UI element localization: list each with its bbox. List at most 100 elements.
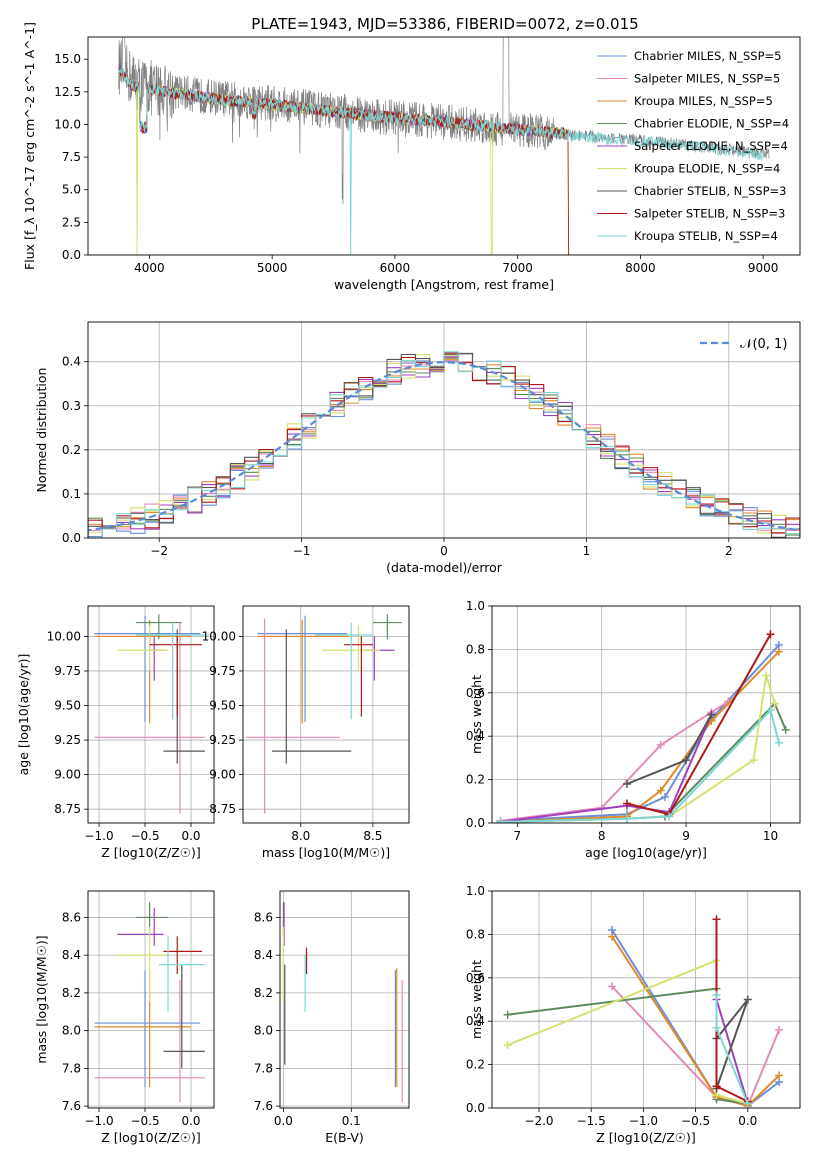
x-tick-label: 8.5 (363, 829, 382, 843)
x-tick-label: 7000 (502, 261, 533, 275)
mass-weight-line-kroupa-elodie (507, 958, 749, 1105)
x-tick-label: 5000 (257, 261, 288, 275)
x-axis-label: wavelength [Angstrom, rest frame] (334, 277, 554, 292)
mass-weight-marker-salpeter-stelib (623, 799, 632, 808)
mass-weight-marker-salpeter-stelib (766, 630, 775, 639)
y-tick-label: 0.3 (62, 399, 81, 413)
y-tick-label: 0.0 (466, 816, 485, 830)
mass-weight-vs-age-panel: 7 8 9 10 0.0 0.2 0.4 0.6 0.8 1.0 age [log10(age/yr… (466, 599, 801, 860)
legend-label-salpeter-stelib: Salpeter STELIB, N_SSP=3 (634, 207, 785, 221)
x-tick-label: 2 (725, 544, 733, 558)
y-tick-label: 0.4 (62, 355, 81, 369)
y-axis-label: mass weight (469, 960, 484, 1039)
mass-weight-marker-kroupa-elodie (762, 671, 771, 680)
y-tick-label: 0.8 (466, 927, 485, 941)
y-tick-label: 9.00 (54, 768, 81, 782)
x-tick-label: −1.0 (84, 829, 113, 843)
mass-weight-marker-chabrier-stelib (743, 995, 752, 1004)
y-tick-label: 8.4 (254, 948, 273, 962)
x-tick-label: −1.0 (629, 1114, 658, 1128)
plot-area (88, 322, 800, 538)
y-axis-label: Flux [f_λ 10^-17 erg cm^-2 s^-1 A^-1] (22, 22, 37, 270)
y-tick-label: 8.6 (254, 910, 273, 924)
plot-area (118, 37, 770, 255)
x-tick-label: −1 (293, 544, 311, 558)
x-axis-label: (data-model)/error (386, 560, 503, 575)
x-tick-label: 6000 (380, 261, 411, 275)
y-tick-label: 7.5 (62, 150, 81, 164)
model-spectrum-kroupa-stelib (118, 68, 764, 255)
y-tick-label: 8.75 (54, 802, 81, 816)
residual-histogram-panel: −2 −1 0 1 2 0.0 0.1 0.2 0.3 0.4 (data-model)/error… (34, 321, 801, 575)
legend-label-gaussian: 𝒩(0, 1) (740, 337, 787, 352)
y-tick-label: 2.5 (62, 215, 81, 229)
x-tick-label: 9 (682, 829, 690, 843)
y-tick-label: 0.6 (466, 686, 485, 700)
y-tick-label: 8.2 (62, 986, 81, 1000)
axes-frame (279, 890, 410, 1109)
mass-weight-marker-chabrier-stelib (707, 710, 716, 719)
mass-weight-line-chabrier-stelib (626, 714, 713, 785)
x-tick-label: −0.5 (681, 1114, 710, 1128)
x-axis-label: E(B-V) (325, 1130, 364, 1145)
y-tick-label: 9.00 (209, 768, 236, 782)
y-tick-label: 8.6 (62, 910, 81, 924)
y-tick-label: 10.00 (202, 629, 236, 643)
mass-weight-marker-salpeter-miles (608, 982, 617, 991)
y-tick-label: 9.25 (54, 733, 81, 747)
y-tick-label: 5.0 (62, 183, 81, 197)
age-vs-mass-panel: 8.0 8.5 8.75 9.00 9.25 9.50 9.75 10.00 mass [log… (202, 605, 410, 860)
x-tick-label: 8000 (625, 261, 656, 275)
y-axis-label: age [log10(age/yr)] (16, 654, 31, 776)
y-tick-label: 0.0 (62, 248, 81, 262)
mass-weight-line-salpeter-stelib (626, 633, 772, 816)
mass-vs-ebv-panel: 0.0 0.1 7.6 7.8 8.0 8.2 8.4 8.6 E(B-V) (254, 890, 410, 1145)
legend-label-kroupa-elodie: Kroupa ELODIE, N_SSP=4 (634, 162, 780, 176)
mass-weight-marker-chabrier-miles (660, 792, 669, 801)
y-tick-label: 9.50 (54, 699, 81, 713)
mass-weight-marker-kroupa-elodie (503, 1041, 512, 1050)
y-tick-label: 0.4 (466, 729, 485, 743)
y-tick-label: 9.25 (209, 733, 236, 747)
mass-weight-marker-kroupa-stelib (496, 817, 505, 823)
mass-weight-marker-kroupa-stelib (712, 1023, 721, 1032)
x-tick-label: 8 (598, 829, 606, 843)
x-tick-label: 0.1 (342, 1114, 361, 1128)
plot-area (243, 606, 409, 823)
mass-weight-marker-chabrier-stelib (682, 756, 691, 765)
y-tick-label: 7.8 (254, 1061, 273, 1075)
x-tick-label: 10 (763, 829, 778, 843)
histogram-kroupa-stelib (88, 351, 800, 538)
x-tick-label: 7 (513, 829, 521, 843)
y-tick-label: 7.8 (62, 1061, 81, 1075)
mass-weight-marker-kroupa-stelib (743, 1099, 752, 1108)
y-tick-label: 0.6 (466, 971, 485, 985)
spectrum-panel: 4000 5000 6000 7000 8000 9000 0.0 2.5 5.0 7.5 10.0… (22, 22, 801, 292)
y-tick-label: 12.5 (54, 85, 81, 99)
y-axis-label: mass weight (469, 675, 484, 754)
x-axis-label: age [log10(age/yr)] (585, 845, 707, 860)
mass-weight-line-salpeter-miles (500, 700, 729, 822)
x-tick-label: −2 (150, 544, 168, 558)
y-tick-label: 0.2 (466, 773, 485, 787)
x-tick-label: 0.0 (181, 1114, 200, 1128)
axes-frame (491, 605, 801, 824)
x-tick-label: −0.5 (130, 829, 159, 843)
x-tick-label: −1.0 (84, 1114, 113, 1128)
x-tick-label: 8.0 (291, 829, 310, 843)
axes-frame (87, 36, 801, 256)
y-tick-label: 8.0 (62, 1024, 81, 1038)
mass-weight-marker-salpeter-stelib (712, 915, 721, 924)
y-axis-label: Normed distribution (34, 368, 49, 493)
mass-weight-line-kroupa-miles (500, 650, 780, 823)
age-vs-metallicity-panel: −1.0 −0.5 0.0 8.75 9.00 9.25 9.50 9.75 10.00 Z [l… (16, 605, 215, 860)
mass-weight-marker-kroupa-elodie (749, 756, 758, 765)
y-tick-label: 1.0 (466, 884, 485, 898)
legend-label-kroupa-miles: Kroupa MILES, N_SSP=5 (634, 94, 773, 108)
axes-frame (87, 321, 801, 539)
y-axis-label: mass [log10(M/M☉)] (34, 935, 49, 1063)
legend-label-chabrier-elodie: Chabrier ELODIE, N_SSP=4 (634, 117, 789, 131)
y-tick-label: 0.1 (62, 487, 81, 501)
legend-label-kroupa-stelib: Kroupa STELIB, N_SSP=4 (634, 229, 778, 243)
